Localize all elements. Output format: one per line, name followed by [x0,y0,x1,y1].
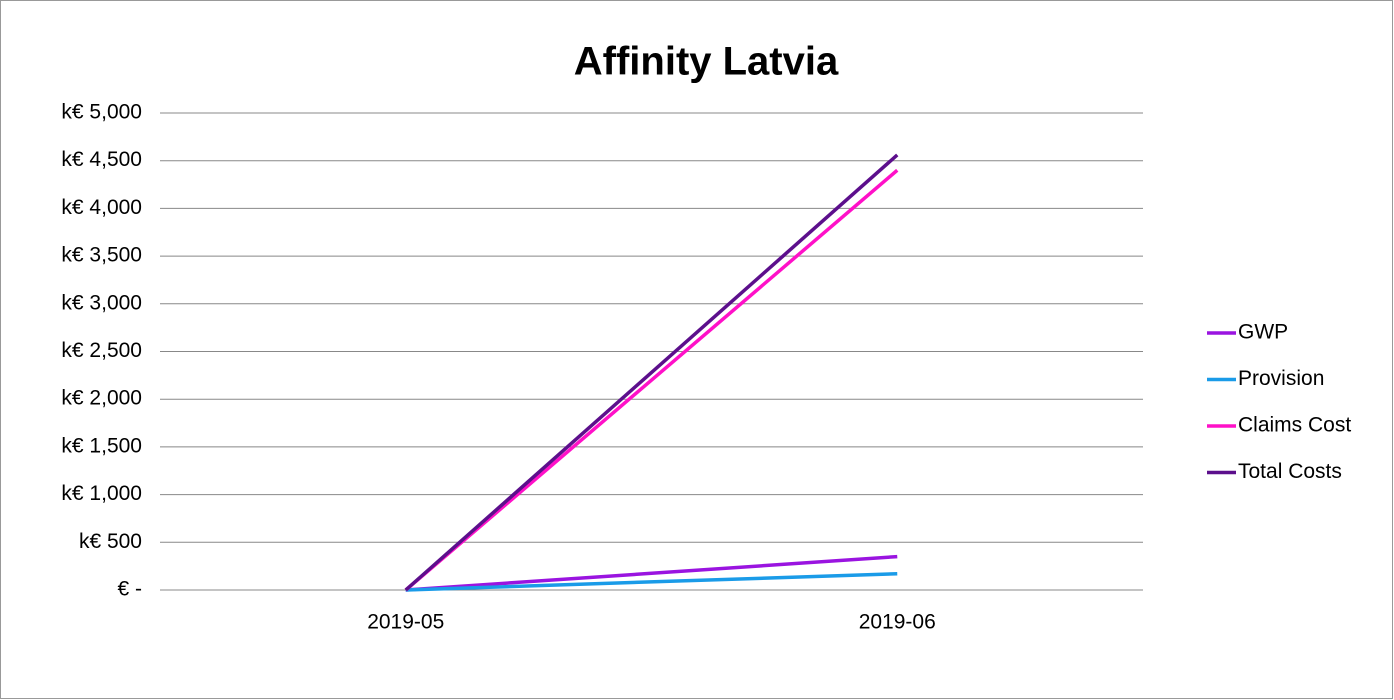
y-tick-label: k€ 3,000 [61,291,142,314]
series-line [405,554,898,592]
legend-label: Provision [1238,367,1324,390]
y-tick-label: k€ 2,500 [61,339,142,362]
y-tick-label: k€ 500 [79,530,142,553]
series-line [404,168,899,592]
y-tick-label: k€ 1,000 [61,482,142,505]
series-line [405,572,898,592]
x-tick-label: 2019-06 [859,611,936,634]
legend-label: GWP [1238,321,1288,344]
y-tick-label: k€ 4,500 [61,148,142,171]
y-tick-label: k€ 2,000 [61,387,142,410]
y-tick-label: € - [117,578,142,601]
x-tick-label: 2019-05 [367,611,444,634]
y-tick-label: k€ 5,000 [61,101,142,124]
y-tick-label: k€ 3,500 [61,244,142,267]
y-tick-label: k€ 1,500 [61,434,142,457]
series-line [404,153,899,592]
legend-label: Total Costs [1238,460,1342,483]
legend-label: Claims Cost [1238,414,1351,437]
y-tick-label: k€ 4,000 [61,196,142,219]
chart-title: Affinity Latvia [574,40,839,84]
